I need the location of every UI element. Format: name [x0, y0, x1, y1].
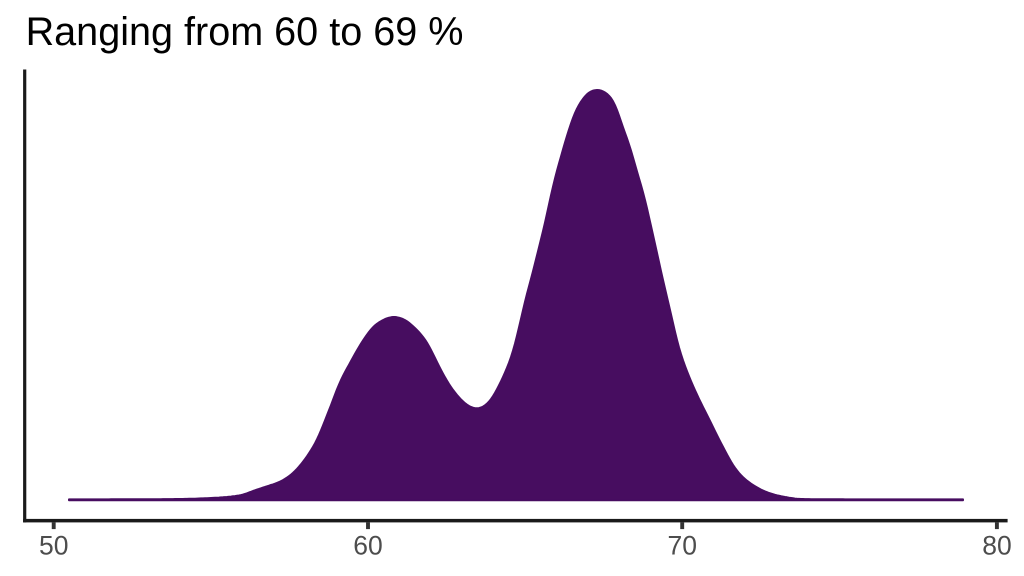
svg-text:50: 50	[39, 531, 68, 561]
svg-text:70: 70	[667, 531, 696, 561]
svg-text:80: 80	[982, 531, 1011, 561]
svg-text:Ranging from 60 to 69 %: Ranging from 60 to 69 %	[26, 10, 464, 54]
svg-text:60: 60	[353, 531, 382, 561]
